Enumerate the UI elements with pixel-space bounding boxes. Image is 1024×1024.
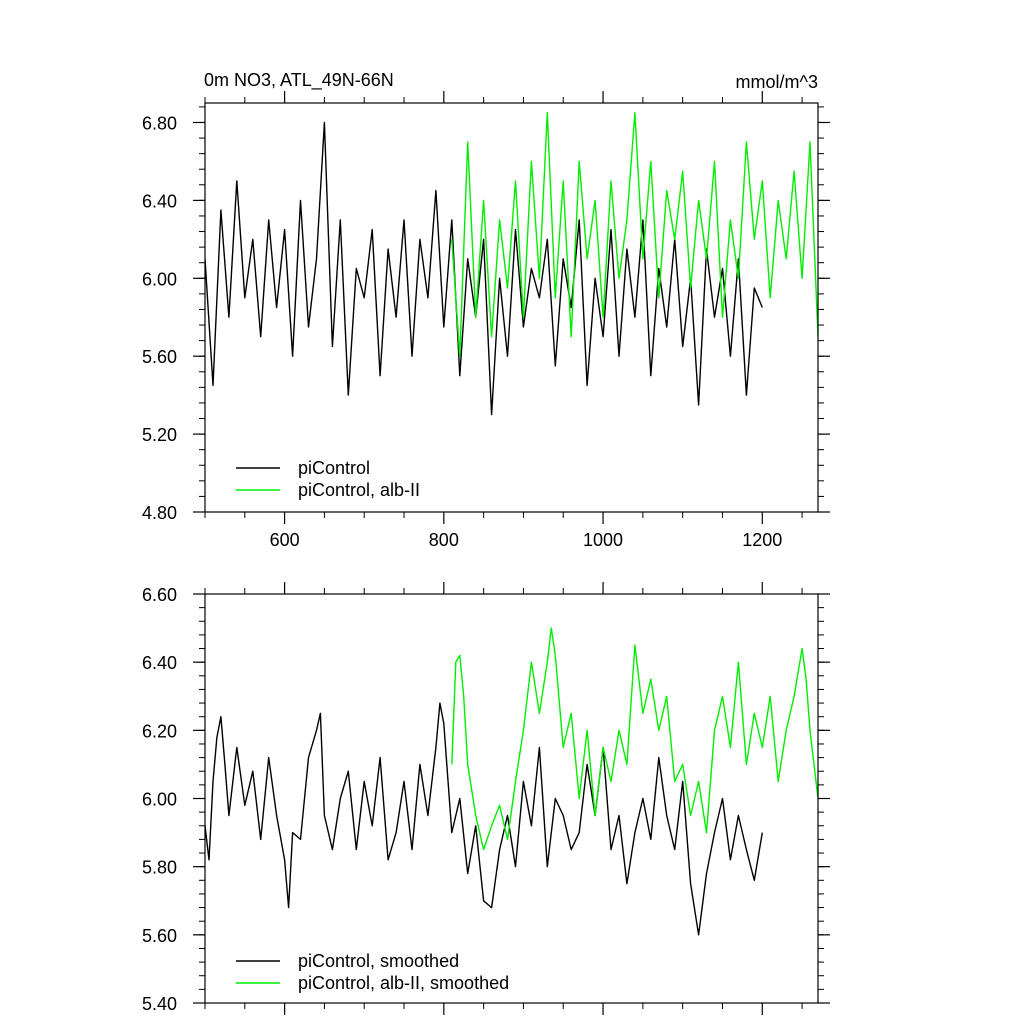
y-tick-label: 4.80 xyxy=(142,503,177,523)
legend-label-picontrol-smoothed: piControl, smoothed xyxy=(298,951,459,971)
y-tick-label: 6.80 xyxy=(142,113,177,133)
x-tick-label: 800 xyxy=(429,530,459,550)
series-line-green xyxy=(451,627,818,851)
x-tick-label: 600 xyxy=(270,530,300,550)
axes-layer-bottom: 5.40 5.60 5.80 6.00 6.20 6.40 6.60 xyxy=(142,582,830,1015)
y-tick-label: 6.40 xyxy=(142,653,177,673)
y-tick-label: 6.00 xyxy=(142,790,177,810)
y-tick-label: 5.20 xyxy=(142,425,177,445)
y-tick-label: 6.60 xyxy=(142,585,177,605)
y-tick-label: 6.40 xyxy=(142,191,177,211)
chart-title-left: 0m NO3, ATL_49N-66N xyxy=(204,70,394,91)
plot-frame xyxy=(204,593,819,1004)
legend-bottom: piControl, smoothed piControl, alb-II, s… xyxy=(236,951,509,993)
series-layer-top xyxy=(205,111,818,416)
panel-bottom: 5.40 5.60 5.80 6.00 6.20 6.40 6.60 piControl, … xyxy=(142,582,830,1015)
x-tick-label: 1200 xyxy=(742,530,782,550)
y-tick-label: 5.40 xyxy=(142,994,177,1014)
series-line-green xyxy=(451,111,818,357)
y-tick-label: 6.20 xyxy=(142,721,177,741)
chart-units-label: mmol/m^3 xyxy=(736,72,818,92)
plot-frame xyxy=(204,102,819,513)
legend-label-picontrol-alb-ii-smoothed: piControl, alb-II, smoothed xyxy=(298,973,509,993)
y-tick-label: 5.80 xyxy=(142,858,177,878)
legend-label-picontrol-alb-ii: piControl, alb-II xyxy=(298,480,420,500)
series-layer-bottom xyxy=(205,627,818,936)
series-line-black xyxy=(205,702,763,936)
legend-top: piControl piControl, alb-II xyxy=(236,458,420,500)
y-tick-label: 5.60 xyxy=(142,926,177,946)
panel-top: 0m NO3, ATL_49N-66N mmol/m^3 600 800 1000 1… xyxy=(142,70,830,550)
axes-layer-top: 600 800 1000 1200 4.80 5.20 5.60 6.00 6.40 6.80 xyxy=(142,91,830,550)
legend-label-picontrol: piControl xyxy=(298,458,370,478)
y-tick-label: 6.00 xyxy=(142,269,177,289)
series-line-black xyxy=(205,121,763,416)
y-tick-label: 5.60 xyxy=(142,347,177,367)
x-tick-label: 1000 xyxy=(583,530,623,550)
